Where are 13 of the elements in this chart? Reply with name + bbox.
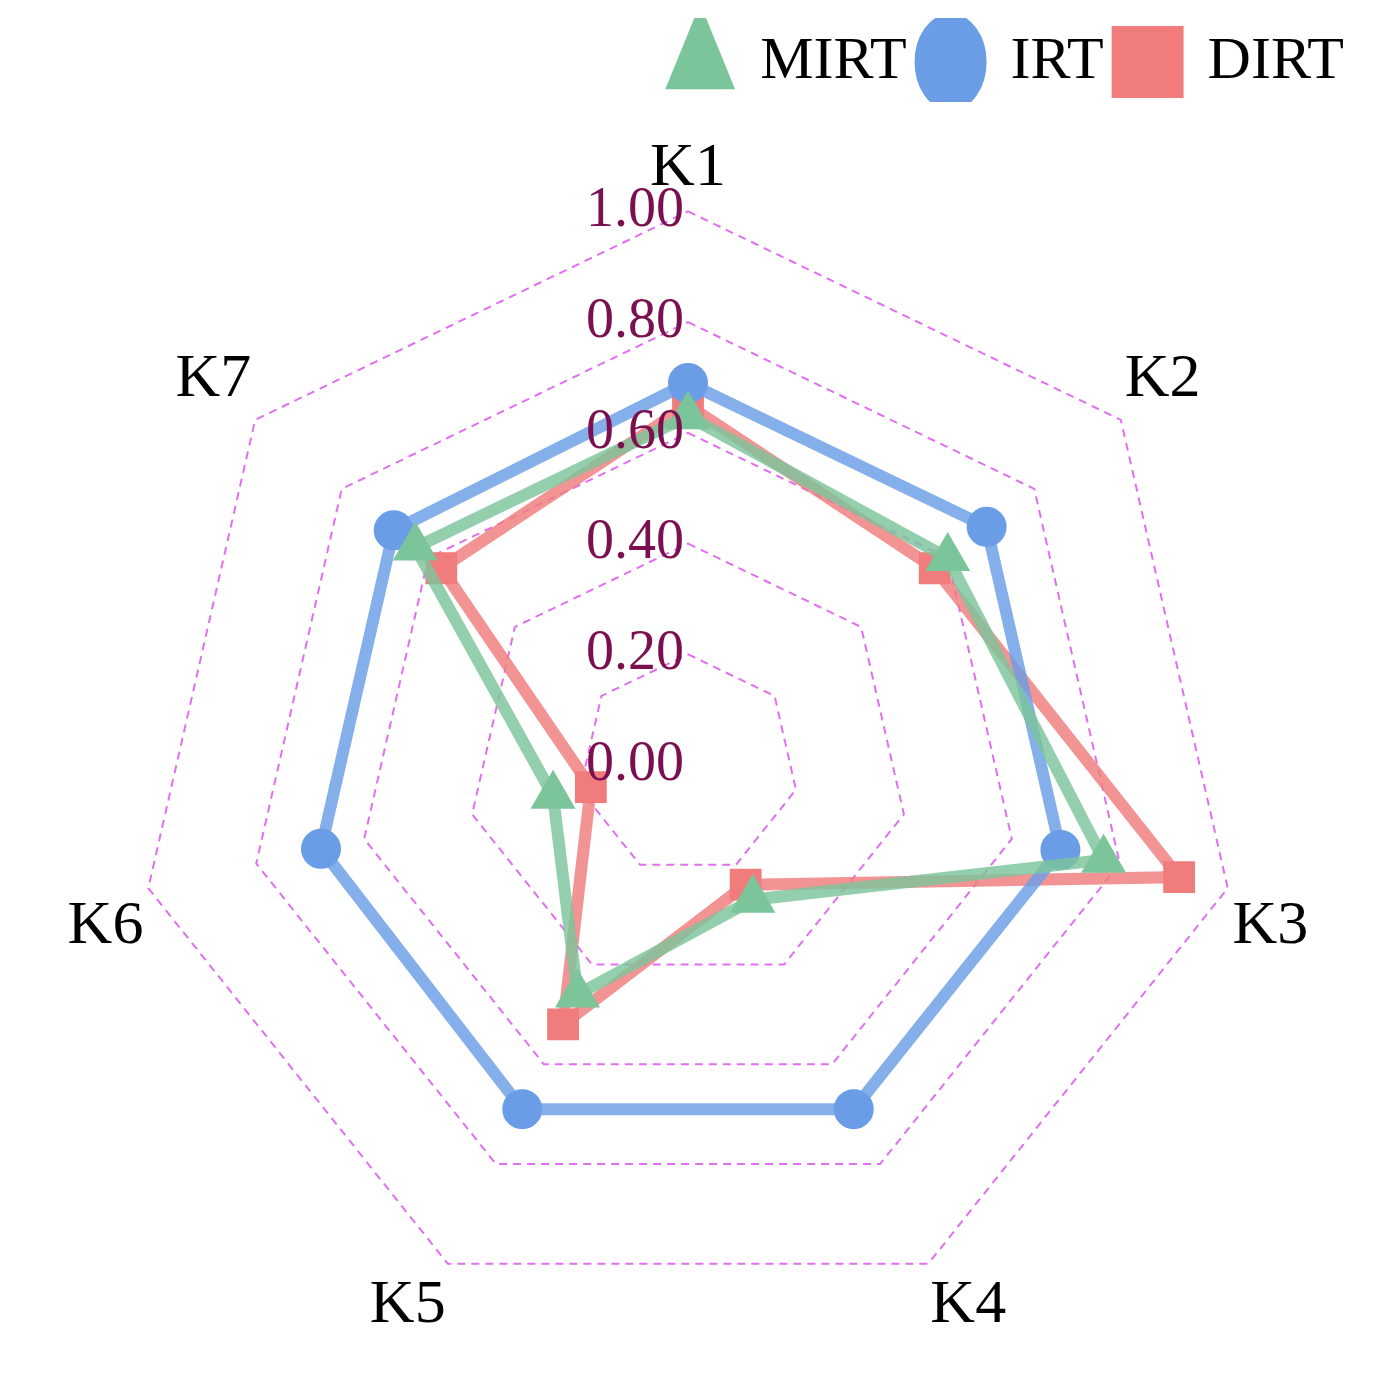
spoke-label: K3 [1232, 887, 1309, 956]
spoke-label: K2 [1124, 340, 1201, 409]
spoke-label: K6 [67, 887, 144, 956]
spoke-label: K5 [369, 1266, 446, 1335]
legend-label: DIRT [1207, 24, 1345, 91]
legend-label: MIRT [760, 24, 907, 91]
y-tick-label: 0.00 [586, 729, 684, 792]
y-tick-label: 0.20 [586, 618, 684, 681]
spoke-label: K7 [175, 340, 252, 409]
y-tick-label: 0.40 [586, 508, 684, 571]
y-tick-label: 0.80 [586, 286, 684, 349]
legend-label: IRT [1010, 24, 1104, 91]
spoke-label: K4 [930, 1266, 1007, 1335]
